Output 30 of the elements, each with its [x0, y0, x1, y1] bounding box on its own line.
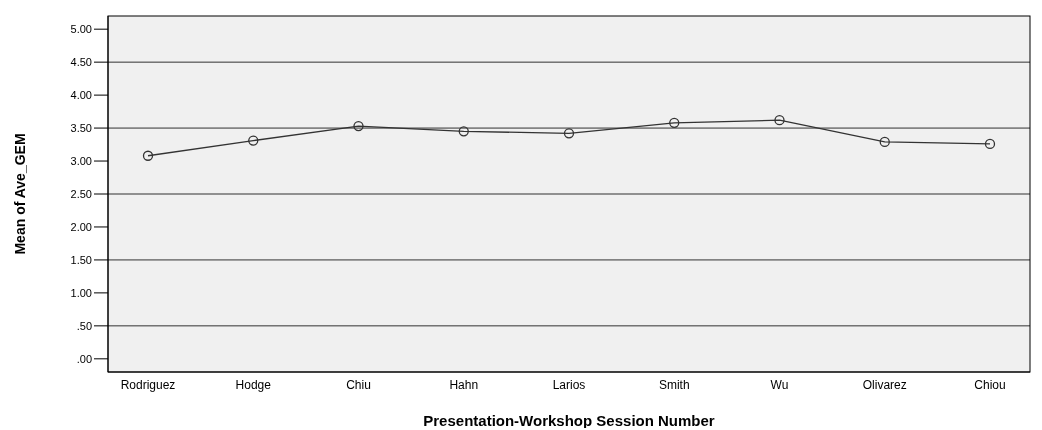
y-tick-label: .50	[76, 319, 92, 332]
point	[458, 126, 469, 137]
y-tick-label: 2.50	[70, 187, 92, 200]
x-tick-label: Chiu	[346, 377, 371, 392]
x-tick-label: Chiou	[974, 377, 1006, 392]
y-tick-label: 4.00	[70, 89, 92, 102]
point	[669, 117, 680, 128]
point	[142, 150, 154, 161]
y-axis-title: Mean of Ave_GEM	[11, 133, 28, 255]
x-tick-label: Hahn	[449, 377, 479, 392]
y-tick-label: 1.00	[70, 286, 92, 299]
point	[353, 120, 364, 132]
point	[248, 135, 259, 146]
x-tick-label: Smith	[658, 377, 690, 392]
point	[984, 138, 996, 150]
y-tick-label: 4.50	[70, 56, 92, 69]
y-tick-label: 3.00	[70, 154, 92, 167]
y-tick-label: .00	[76, 352, 92, 365]
y-tick-label: 2.00	[70, 220, 92, 233]
point	[563, 128, 575, 139]
point	[879, 136, 890, 148]
x-tick-label: Olivarez	[862, 377, 907, 392]
y-tick-label: 5.00	[70, 23, 92, 36]
y-tick-label: 3.50	[70, 121, 92, 134]
y-tick-label: 1.50	[70, 253, 92, 266]
x-tick-label: Hodge	[235, 377, 272, 392]
x-tick-label: Larios	[552, 377, 586, 392]
point	[774, 115, 785, 126]
x-tick-label: Rodriguez	[120, 377, 176, 392]
x-tick-label: Wu	[770, 377, 789, 392]
